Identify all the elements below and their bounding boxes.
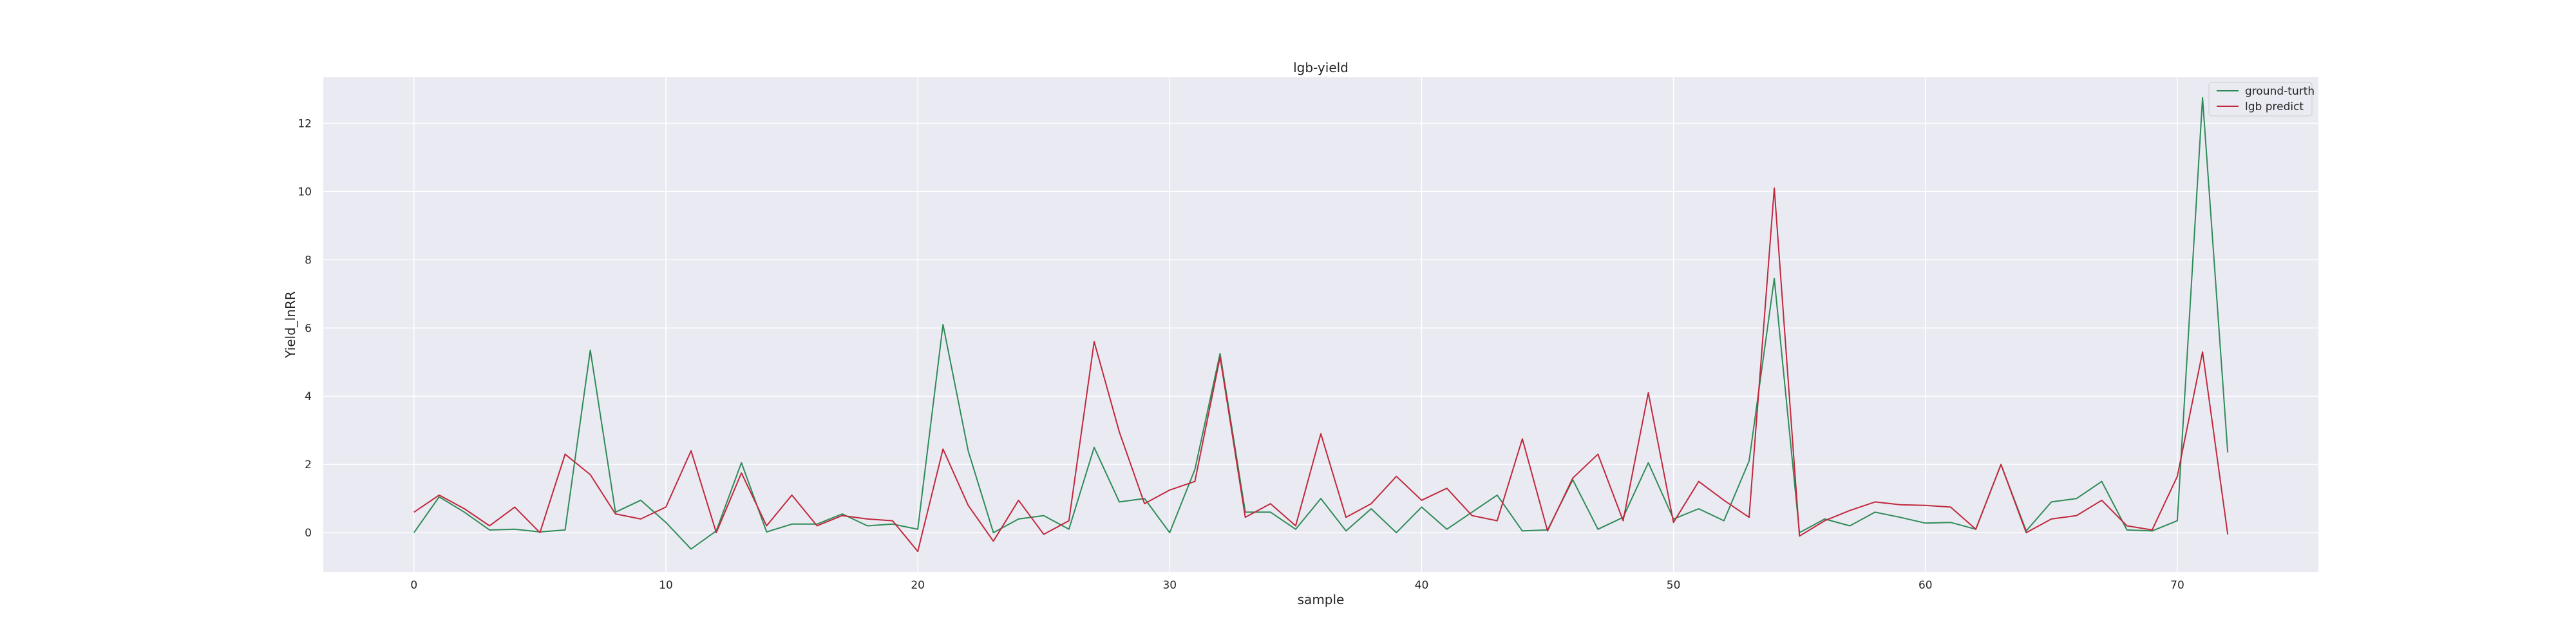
legend-label-ground-turth: ground-turth [2245, 85, 2315, 98]
y-axis-ticks: 0 2 4 6 8 10 12 [298, 118, 312, 540]
series-line-lgb-predict [413, 187, 2229, 553]
y-tick-label: 6 [305, 322, 312, 335]
x-tick-label: 50 [1667, 579, 1681, 592]
series-layer [413, 97, 2229, 553]
x-tick-label: 0 [410, 579, 417, 592]
y-tick-label: 8 [305, 254, 312, 267]
y-tick-label: 12 [298, 118, 312, 131]
x-axis-label: sample [1298, 592, 1345, 607]
legend: ground-turth lgb predict [2208, 82, 2315, 117]
y-tick-label: 4 [305, 390, 312, 403]
legend-label-lgb-predict: lgb predict [2245, 100, 2304, 113]
plot-area [323, 77, 2318, 572]
x-tick-label: 20 [911, 579, 925, 592]
y-tick-label: 0 [305, 527, 312, 540]
y-tick-label: 2 [305, 459, 312, 471]
x-tick-label: 30 [1162, 579, 1177, 592]
y-tick-label: 10 [298, 185, 312, 198]
x-tick-label: 70 [2170, 579, 2184, 592]
x-axis-ticks: 0 10 20 30 40 50 60 70 [410, 579, 2184, 592]
grid-lines [323, 77, 2318, 572]
chart-title: lgb-yield [1293, 60, 1349, 75]
x-tick-label: 10 [659, 579, 673, 592]
x-tick-label: 40 [1415, 579, 1429, 592]
x-tick-label: 60 [1918, 579, 1933, 592]
y-axis-label: Yield_lnRR [283, 291, 298, 359]
